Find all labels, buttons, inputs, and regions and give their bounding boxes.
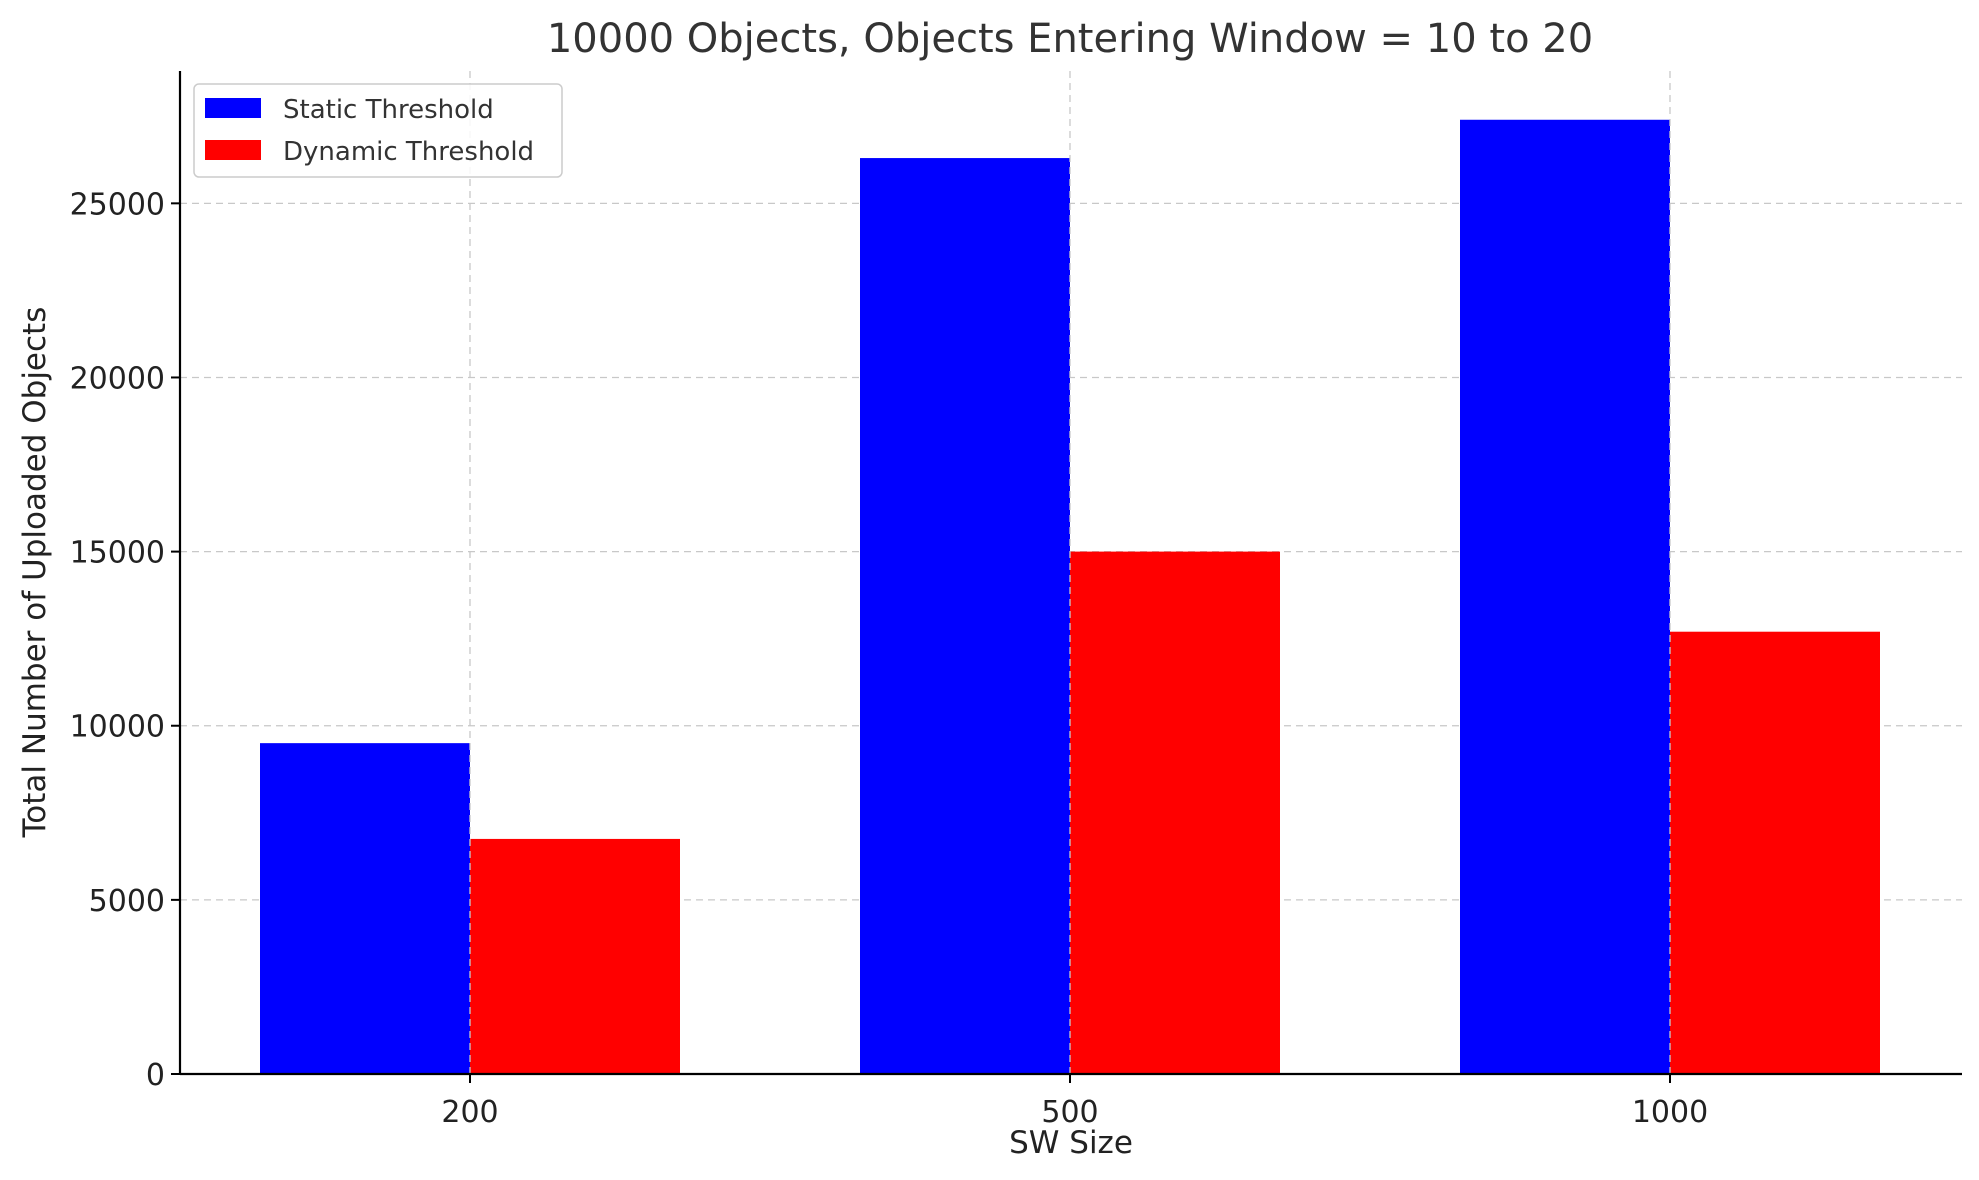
ticks-layer: 0 5000 10000 15000 20000 25000 200 500 1000 [70, 187, 1709, 1130]
legend-label-static: Static Threshold [283, 95, 494, 125]
y-tick-label: 15000 [70, 536, 165, 571]
legend-swatch-static [205, 98, 261, 118]
legend: Static Threshold Dynamic Threshold [193, 83, 563, 178]
y-tick-label: 5000 [89, 884, 165, 919]
x-tick-label: 500 [1041, 1095, 1098, 1130]
x-tick-label: 200 [441, 1095, 498, 1130]
bars-layer [260, 119, 1880, 1074]
y-tick-label: 25000 [70, 187, 165, 222]
y-tick-label: 20000 [70, 361, 165, 396]
y-tick-label: 10000 [70, 710, 165, 745]
bar-dynamic-500 [1070, 551, 1280, 1074]
legend-label-dynamic: Dynamic Threshold [283, 137, 534, 167]
bar-dynamic-1000 [1670, 631, 1880, 1074]
legend-swatch-dynamic [205, 140, 261, 160]
bar-static-500 [860, 158, 1070, 1074]
x-axis-label: SW Size [1009, 1125, 1133, 1161]
bar-static-200 [260, 743, 470, 1074]
y-axis-label: Total Number of Uploaded Objects [17, 307, 53, 839]
bar-static-1000 [1460, 119, 1670, 1074]
bar-dynamic-200 [470, 838, 680, 1074]
y-tick-label: 0 [146, 1058, 165, 1093]
legend-frame [193, 83, 563, 178]
x-tick-label: 1000 [1632, 1095, 1708, 1130]
chart-title: 10000 Objects, Objects Entering Window =… [547, 16, 1593, 62]
